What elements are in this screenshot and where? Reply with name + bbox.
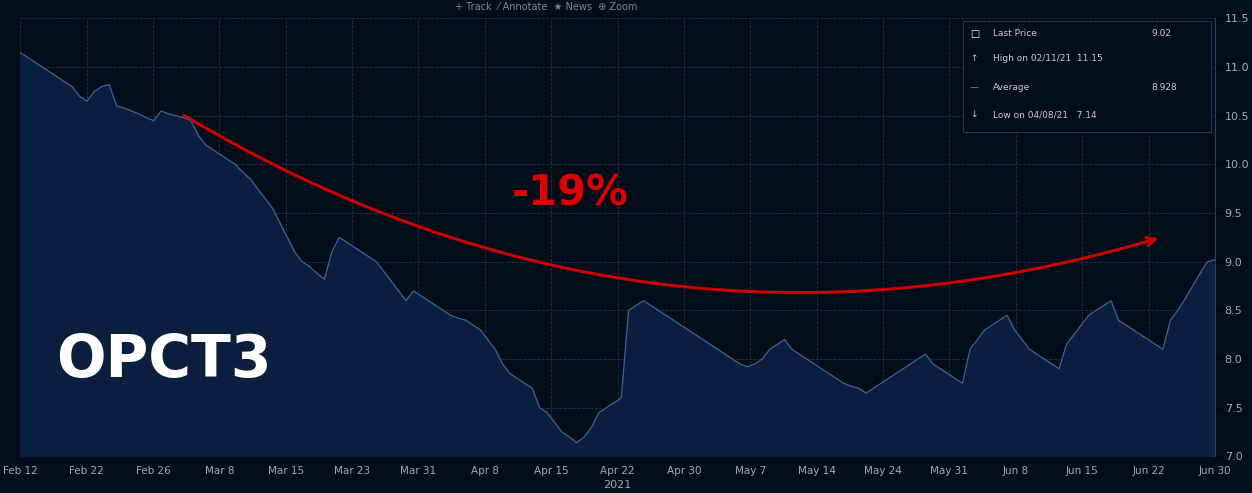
FancyBboxPatch shape (963, 21, 1211, 132)
Text: ↓: ↓ (970, 110, 978, 119)
Text: OPCT3: OPCT3 (56, 331, 272, 388)
Text: —: — (970, 83, 979, 92)
X-axis label: 2021: 2021 (603, 480, 632, 490)
Text: -19%: -19% (511, 173, 629, 214)
Text: High on 02/11/21  11.15: High on 02/11/21 11.15 (993, 54, 1103, 63)
Text: Average: Average (993, 83, 1030, 92)
Text: + Track  ⁄ Annotate  ★ News  ⊕ Zoom: + Track ⁄ Annotate ★ News ⊕ Zoom (454, 2, 637, 12)
Text: 9.02: 9.02 (1152, 30, 1172, 38)
Text: □: □ (970, 30, 979, 39)
Text: Last Price: Last Price (993, 30, 1037, 38)
Text: ↑: ↑ (970, 54, 978, 63)
Text: 8.928: 8.928 (1152, 83, 1177, 92)
Text: Low on 04/08/21   7.14: Low on 04/08/21 7.14 (993, 110, 1097, 119)
